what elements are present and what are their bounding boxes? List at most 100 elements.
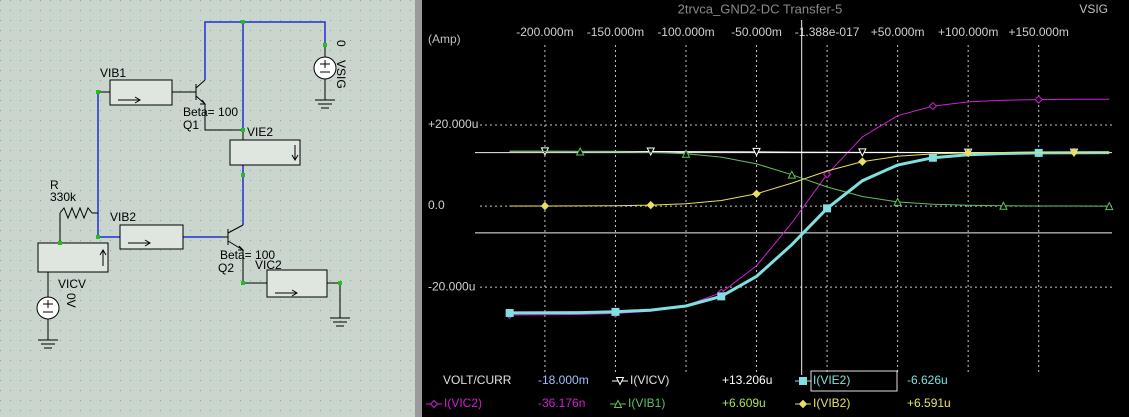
chart-title: 2trvca_GND2-DC Transfer-5 bbox=[678, 1, 843, 16]
label: VSIG bbox=[334, 60, 348, 89]
marker bbox=[752, 189, 761, 199]
series-line bbox=[509, 151, 1110, 315]
ammeter-arrow bbox=[291, 145, 299, 161]
label: 0 bbox=[334, 40, 348, 47]
schematic: VSIG 0 VIB1 Beta= 100 Q1 VIE2 R 330k VIB… bbox=[36, 20, 350, 349]
junction bbox=[241, 20, 245, 24]
legend-marker bbox=[613, 399, 623, 408]
label: Q1 bbox=[183, 118, 199, 132]
marker bbox=[717, 292, 726, 301]
splitter[interactable] bbox=[415, 0, 422, 417]
transistor[interactable] bbox=[190, 79, 243, 131]
junction bbox=[241, 173, 245, 177]
legend-marker bbox=[798, 399, 808, 409]
x-tick-label: +150.000m bbox=[1009, 25, 1069, 39]
label: Beta= 100 bbox=[183, 105, 238, 119]
y-tick-label: 0.0 bbox=[428, 198, 445, 212]
label: VIB2 bbox=[110, 210, 136, 224]
series-line bbox=[509, 98, 1110, 316]
marker bbox=[1104, 201, 1114, 211]
marker bbox=[646, 200, 655, 210]
marker bbox=[1069, 148, 1079, 157]
legend-marker bbox=[799, 377, 807, 385]
junction bbox=[241, 128, 245, 132]
y-tick-label: -20.000u bbox=[428, 279, 475, 293]
transistor[interactable] bbox=[222, 224, 245, 251]
ammeter[interactable] bbox=[119, 224, 184, 250]
marker bbox=[1034, 148, 1043, 157]
marker bbox=[540, 201, 550, 211]
junction bbox=[58, 241, 62, 245]
legend-label: I(VIC2) bbox=[444, 396, 482, 410]
label: VIB1 bbox=[100, 66, 126, 80]
series-line bbox=[509, 150, 1110, 207]
marker bbox=[858, 148, 867, 157]
ammeter[interactable] bbox=[37, 242, 109, 273]
junction bbox=[241, 281, 245, 285]
ammeter[interactable] bbox=[109, 79, 173, 106]
label: VIE2 bbox=[247, 125, 273, 139]
ground bbox=[38, 300, 350, 349]
marker bbox=[787, 170, 797, 179]
legend-label: I(VICV) bbox=[630, 373, 669, 387]
junction bbox=[323, 43, 327, 47]
legend-label: I(VIE2) bbox=[813, 373, 850, 387]
legend-label: I(VIB2) bbox=[813, 396, 850, 410]
x-tick-label: -50.000m bbox=[731, 25, 782, 39]
y-tick-label: +20.000u bbox=[428, 117, 478, 131]
junction bbox=[96, 235, 100, 239]
marker bbox=[823, 204, 832, 213]
marker bbox=[1034, 95, 1043, 104]
marker bbox=[752, 147, 761, 157]
x-tick-label: -100.000m bbox=[657, 25, 714, 39]
marker bbox=[893, 197, 902, 206]
readout-header: VOLT/CURR bbox=[443, 373, 512, 387]
x-tick-label: -200.000m bbox=[516, 25, 573, 39]
marker bbox=[681, 149, 691, 158]
ammeter-arrow bbox=[118, 96, 141, 104]
ground bbox=[315, 45, 335, 109]
source-label: VSIG bbox=[1079, 2, 1108, 16]
x-tick-label: -1.388e-017 bbox=[795, 25, 860, 39]
readout-value: -36.176n bbox=[538, 396, 585, 410]
ammeter[interactable] bbox=[229, 139, 301, 166]
marker bbox=[928, 153, 937, 162]
ammeter-arrow bbox=[128, 239, 151, 247]
marker bbox=[575, 146, 585, 156]
readout-value: +6.609u bbox=[722, 396, 766, 410]
marker bbox=[999, 201, 1008, 210]
label: VIC2 bbox=[255, 258, 282, 272]
marker bbox=[928, 101, 938, 111]
readout-value: +6.591u bbox=[907, 396, 951, 410]
series-line bbox=[509, 151, 1110, 207]
selection-box bbox=[810, 370, 898, 392]
label: 330k bbox=[50, 190, 77, 204]
resistor[interactable] bbox=[59, 206, 93, 220]
schematic-grid bbox=[0, 0, 415, 417]
junction bbox=[96, 90, 100, 94]
y-axis-label: (Amp) bbox=[428, 32, 461, 46]
x-tick-label: +100.000m bbox=[938, 25, 998, 39]
marker bbox=[963, 148, 973, 158]
label: R bbox=[50, 178, 59, 192]
readout-cursor-x: -18.000m bbox=[538, 373, 589, 387]
legend-marker bbox=[615, 377, 625, 386]
marker bbox=[611, 307, 620, 316]
x-tick-label: -150.000m bbox=[587, 25, 644, 39]
label: Q2 bbox=[218, 261, 234, 275]
legend-marker bbox=[429, 399, 439, 409]
readout-value: +13.206u bbox=[722, 373, 772, 387]
junctions bbox=[58, 20, 342, 285]
readout-value: -6.626u bbox=[907, 373, 948, 387]
marker bbox=[646, 147, 656, 157]
marker bbox=[858, 157, 867, 166]
junction bbox=[338, 281, 342, 285]
x-tick-label: +50.000m bbox=[871, 25, 925, 39]
label: Beta= 100 bbox=[220, 248, 275, 262]
marker bbox=[505, 308, 514, 317]
label: 0V bbox=[64, 293, 78, 308]
marker bbox=[822, 170, 832, 179]
plot: 2trvca_GND2-DC Transfer-5 VSIG (Amp) VOL… bbox=[426, 1, 1114, 410]
